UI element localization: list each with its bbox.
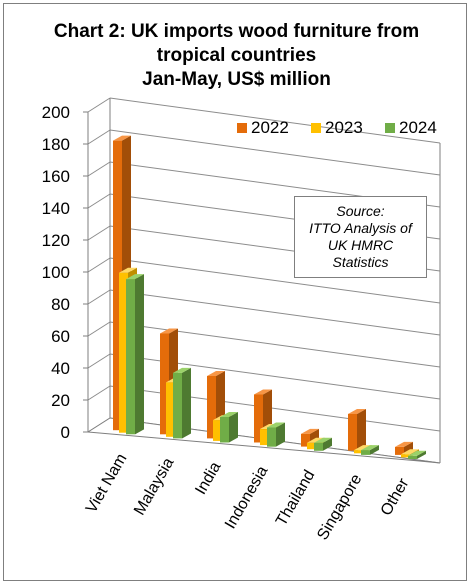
legend-label-2024: 2024 xyxy=(399,118,437,137)
side-gridline xyxy=(87,129,111,145)
bar-top-2022-singapore xyxy=(348,408,366,414)
gridline xyxy=(109,97,441,144)
side-gridline xyxy=(87,225,111,241)
x-category-label: Other xyxy=(378,475,413,519)
gridline xyxy=(109,129,441,176)
bar-top-2022-thailand xyxy=(301,428,319,434)
bar-side-2024-india xyxy=(229,411,238,443)
y-tick-label: 120 xyxy=(42,231,70,250)
y-tick-label: 140 xyxy=(42,199,70,218)
side-gridline xyxy=(87,289,111,305)
chart-frame xyxy=(3,3,467,581)
bar-2022-indonesia xyxy=(254,394,263,443)
y-tick-label: 200 xyxy=(42,103,70,122)
x-category-label: Indonesia xyxy=(222,463,271,532)
bar-side-2024-singapore xyxy=(370,445,379,455)
chart-title-line-3: Jan-May, US$ million xyxy=(142,69,331,90)
legend-label-2023: 2023 xyxy=(325,118,363,137)
bar-top-2022-indonesia xyxy=(254,389,272,395)
bar-2024-malaysia xyxy=(173,372,182,439)
bar-top-2024-other xyxy=(408,450,426,456)
x-category-label: Thailand xyxy=(273,467,318,529)
chart-title-line-1: Chart 2: UK imports wood furniture from xyxy=(53,21,420,42)
bar-2024-other xyxy=(408,455,417,459)
x-category-label: Viet Nam xyxy=(83,451,130,516)
x-category-label: India xyxy=(192,459,224,498)
bar-top-2023-other xyxy=(401,449,419,455)
side-gridline xyxy=(87,97,111,113)
y-tick-label: 80 xyxy=(51,295,70,314)
bar-top-2024-malaysia xyxy=(173,367,191,373)
bar-top-2024-india xyxy=(220,411,238,417)
y-tick-label: 180 xyxy=(42,135,70,154)
source-line-1: Source: xyxy=(336,203,385,219)
gridline xyxy=(109,321,441,368)
bar-side-2024-malaysia xyxy=(182,367,191,439)
y-tick-label: 100 xyxy=(42,263,70,282)
bar-top-2022-india xyxy=(207,371,225,377)
bar-top-2024-thailand xyxy=(314,437,332,443)
bar-2024-indonesia xyxy=(267,427,276,447)
bar-2023-viet-nam xyxy=(119,272,128,433)
bar-2023-indonesia xyxy=(260,429,269,446)
legend-swatch-2022 xyxy=(237,123,247,133)
source-line-2: ITTO Analysis of xyxy=(309,220,412,236)
chart-title: Chart 2: UK imports wood furniture from … xyxy=(0,20,473,92)
x-category-label: Singapore xyxy=(314,471,365,543)
bar-2022-thailand xyxy=(301,433,310,447)
side-gridline xyxy=(87,161,111,177)
bar-2023-other xyxy=(401,454,410,458)
y-tick-label: 40 xyxy=(51,359,70,378)
legend-label-2022: 2022 xyxy=(251,118,289,137)
x-category-label: Malaysia xyxy=(131,455,177,518)
bar-top-2024-viet-nam xyxy=(126,274,144,280)
bar-2023-india xyxy=(213,420,222,441)
bar-2024-singapore xyxy=(361,450,370,455)
bar-2022-singapore xyxy=(348,413,357,451)
bar-2024-viet-nam xyxy=(126,279,135,435)
bar-top-2022-malaysia xyxy=(160,328,178,334)
bar-2024-thailand xyxy=(314,442,323,451)
bar-top-2023-thailand xyxy=(307,437,325,443)
bar-side-2022-singapore xyxy=(357,408,366,451)
bar-top-2024-singapore xyxy=(361,445,379,451)
side-gridline xyxy=(87,321,111,337)
side-gridline xyxy=(87,193,111,209)
source-line-4: Statistics xyxy=(332,254,389,270)
side-gridline xyxy=(87,257,111,273)
y-tick-label: 60 xyxy=(51,327,70,346)
legend-swatch-2024 xyxy=(385,123,395,133)
bar-top-2023-viet-nam xyxy=(119,267,137,273)
bar-2022-viet-nam xyxy=(113,140,122,431)
side-gridline xyxy=(87,385,111,401)
y-tick-label: 0 xyxy=(61,423,70,442)
source-line-3: UK HMRC xyxy=(327,237,394,253)
bar-2022-other xyxy=(395,446,404,455)
bar-2024-india xyxy=(220,416,229,443)
bar-2023-singapore xyxy=(354,450,363,454)
bar-side-2024-thailand xyxy=(323,437,332,451)
side-gridline xyxy=(87,353,111,369)
chart-title-line-2: tropical countries xyxy=(156,45,317,66)
bar-top-2023-singapore xyxy=(354,445,372,451)
bar-2023-thailand xyxy=(307,442,316,450)
source-annotation: Source: ITTO Analysis of UK HMRC Statist… xyxy=(294,196,427,278)
bar-2022-india xyxy=(207,376,216,439)
bar-2023-malaysia xyxy=(166,382,175,437)
y-tick-label: 160 xyxy=(42,167,70,186)
bar-top-2024-indonesia xyxy=(267,422,285,428)
gridline xyxy=(109,257,441,304)
bar-side-2024-indonesia xyxy=(276,422,285,447)
legend-swatch-2023 xyxy=(311,123,321,133)
bar-top-2022-other xyxy=(395,441,413,447)
bar-top-2022-viet-nam xyxy=(113,135,131,141)
y-tick-label: 20 xyxy=(51,391,70,410)
gridline xyxy=(109,289,441,336)
bar-side-2024-other xyxy=(417,450,426,459)
bar-side-2024-viet-nam xyxy=(135,274,144,435)
bar-2022-malaysia xyxy=(160,333,169,435)
